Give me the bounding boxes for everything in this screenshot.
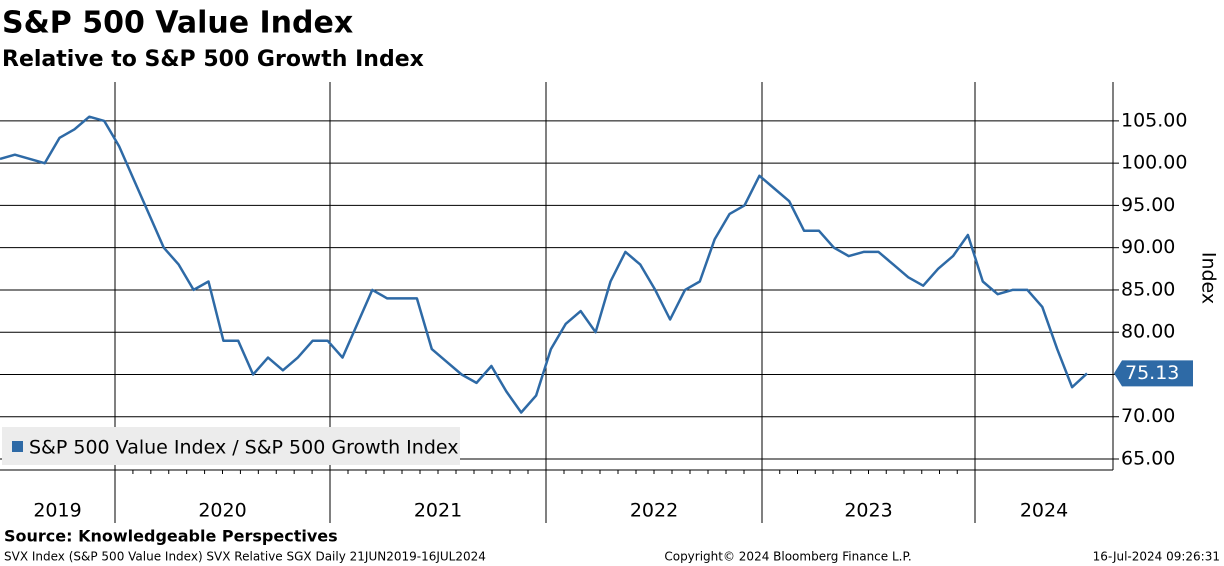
source: Source: Knowledgeable Perspectives <box>4 527 338 546</box>
chart-subtitle: Relative to S&P 500 Growth Index <box>2 47 424 72</box>
y-tick-label: 105.00 <box>1121 109 1187 131</box>
legend-swatch <box>12 441 23 452</box>
x-tick-label: 2022 <box>630 500 678 522</box>
y-tick-label: 95.00 <box>1121 194 1175 216</box>
footer-left: SVX Index (S&P 500 Value Index) SVX Rela… <box>4 550 486 564</box>
footer-right: 16-Jul-2024 09:26:31 <box>1093 550 1220 564</box>
legend-label: S&P 500 Value Index / S&P 500 Growth Ind… <box>29 437 458 459</box>
y-tick-label: 100.00 <box>1121 152 1187 174</box>
x-tick-label: 2021 <box>414 500 462 522</box>
chart-title: S&P 500 Value Index <box>2 6 353 41</box>
x-tick-label: 2020 <box>198 500 246 522</box>
x-tick-label: 2019 <box>33 500 81 522</box>
y-tick-label: 80.00 <box>1121 321 1175 343</box>
last-value-box <box>1114 360 1193 387</box>
last-value-label: 75.13 <box>1125 362 1179 384</box>
y-axis-label: Index <box>1198 252 1220 304</box>
y-tick-label: 65.00 <box>1121 448 1175 470</box>
y-tick-label: 85.00 <box>1121 278 1175 300</box>
line <box>0 115 1088 414</box>
y-tick-label: 90.00 <box>1121 236 1175 258</box>
footer-center: Copyright© 2024 Bloomberg Finance L.P. <box>664 550 911 564</box>
y-tick-label: 70.00 <box>1121 405 1175 427</box>
legend-box <box>2 427 460 465</box>
x-tick-label: 2023 <box>844 500 892 522</box>
x-tick-label: 2024 <box>1020 500 1068 522</box>
